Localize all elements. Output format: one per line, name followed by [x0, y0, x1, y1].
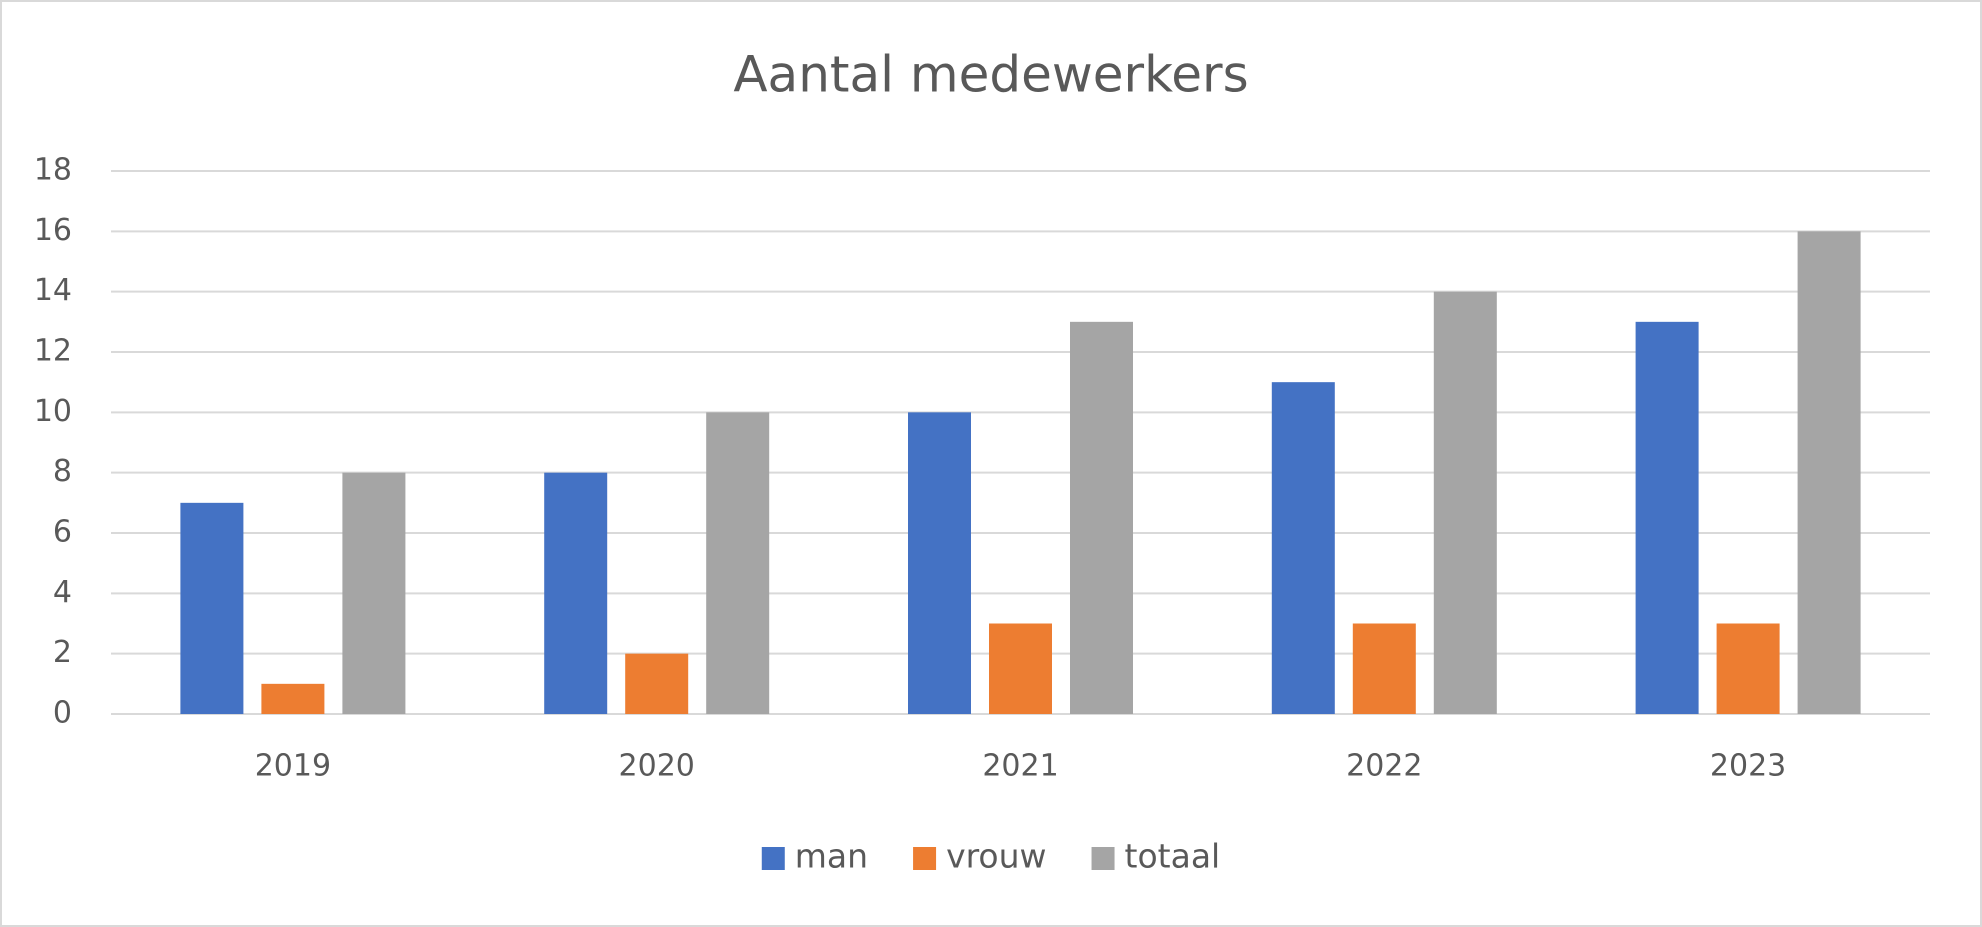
legend-label: man — [795, 837, 868, 876]
bar — [1070, 321, 1133, 714]
bar — [989, 623, 1052, 714]
x-tick-label: 2020 — [619, 749, 695, 784]
y-tick-label: 14 — [34, 273, 72, 308]
bar — [1271, 382, 1335, 714]
legend-swatch — [1091, 847, 1115, 870]
bar — [625, 653, 689, 714]
legend-swatch — [761, 847, 785, 870]
x-tick-label: 2021 — [982, 749, 1058, 784]
legend-swatch — [913, 847, 937, 870]
legend-label: totaal — [1125, 837, 1221, 876]
bar — [180, 502, 244, 714]
y-tick-label: 2 — [53, 635, 72, 670]
bar — [1433, 291, 1497, 714]
bar — [261, 683, 325, 714]
y-tick-label: 8 — [53, 454, 72, 489]
chart-title: Aantal medewerkers — [733, 46, 1248, 104]
bar — [1797, 231, 1861, 715]
legend-label: vrouw — [946, 837, 1046, 876]
bar — [908, 412, 971, 714]
y-tick-label: 16 — [34, 213, 72, 248]
x-tick-label: 2023 — [1710, 749, 1786, 784]
y-tick-label: 18 — [34, 153, 72, 188]
y-tick-label: 4 — [53, 575, 72, 610]
bar — [342, 472, 406, 714]
bar — [544, 472, 608, 714]
bar — [1635, 321, 1699, 714]
x-tick-label: 2022 — [1346, 749, 1422, 784]
bar — [1716, 623, 1780, 714]
y-tick-label: 0 — [53, 696, 72, 731]
y-tick-label: 6 — [53, 515, 72, 550]
bar — [1352, 623, 1416, 714]
y-tick-label: 12 — [34, 334, 72, 369]
y-tick-label: 10 — [34, 394, 72, 429]
bar — [706, 412, 770, 714]
x-tick-label: 2019 — [255, 749, 331, 784]
